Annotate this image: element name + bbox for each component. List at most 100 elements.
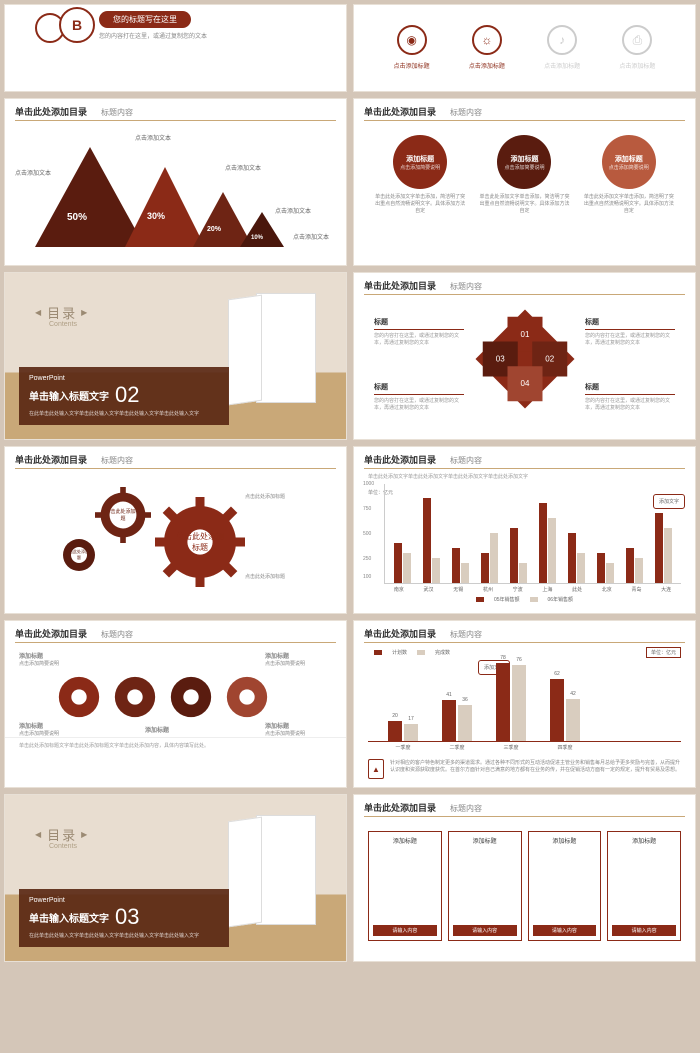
xlabel: 上海 [533, 586, 563, 593]
card-row: 添加标题请输入内容 添加标题请输入内容 添加标题请输入内容 添加标题请输入内容 [354, 821, 695, 951]
bars [385, 484, 681, 583]
bar-group [505, 528, 531, 583]
slide-3: 单击此处添加目录 标题内容 50% 30% 20% 10% 点击添加文本 点击添… [4, 98, 347, 266]
bar [490, 533, 498, 583]
bars: 2017413678766242 [368, 662, 681, 742]
legend: 05年销售额 06年销售额 [354, 596, 695, 603]
side-br: 标题您的内容打在这里，或通过复制您的文本，再通过复制您的文本 [585, 382, 675, 411]
circle-1: 添加标题点击添加简要说明 [393, 135, 447, 189]
slide-4: 单击此处添加目录 标题内容 添加标题点击添加简要说明 添加标题点击添加简要说明 … [353, 98, 696, 266]
diamond-wrap: 01 02 03 04 标题您的内容打在这里，或通过复制您的文本，再通过复制您的… [354, 299, 695, 419]
slide-header: 单击此处添加目录 标题内容 [5, 447, 346, 468]
side-bl: 标题您的内容打在这里，或通过复制您的文本，再通过复制您的文本 [374, 382, 464, 411]
slide-header: 单击此处添加目录 标题内容 [354, 273, 695, 294]
gear-icon [111, 673, 159, 721]
gear-canvas: 单击此处添加标题 单击此处添加标题 单击此处添加标题 点击此处添加标题 点击此处… [5, 473, 346, 603]
header-sub: 标题内容 [101, 455, 133, 466]
divider [364, 294, 685, 295]
bar [539, 503, 547, 583]
header-sub: 标题内容 [450, 281, 482, 292]
circle-icon-4: ⎙ [622, 25, 652, 55]
callout: 点击此处添加标题 [245, 573, 285, 580]
slide-1: B 您的标题写在这里 您的内容打在这里，或通过复制您的文本 [4, 4, 347, 92]
lbl: 点击添加文本 [225, 163, 261, 172]
toc-box: PowerPoint 单击输入标题文字03 在此单击此处输入文字单击此处输入文字… [19, 889, 229, 947]
xlabel: 此处 [562, 586, 592, 593]
bar-group [389, 543, 415, 583]
callout: 添加标题点击添加简要说明 [19, 651, 99, 667]
bar-group [564, 533, 590, 583]
bar-group [651, 513, 677, 583]
subtitle-text: 您的内容打在这里，或通过复制您的文本 [99, 31, 207, 40]
note-box: 添加文字 [653, 494, 685, 509]
label: 点击添加标题 [469, 61, 505, 70]
header-sub: 标题内容 [450, 107, 482, 118]
bar: 42 [566, 699, 580, 741]
bar-chart: 1000 750 500 250 100 添加文字 [384, 484, 681, 584]
header-title: 单击此处添加目录 [15, 453, 87, 466]
footer: ▲ 针对相应的客户特色制定更多的渠道需求。通过各种不同形式的互动活动促进主管业务… [368, 759, 681, 779]
callout: 添加标题点击添加简要说明 [265, 651, 345, 667]
desc: 单击此处添加文字单击添加，简洁明了突出重点自然流畅说明文字。具体添加方法自定 [478, 193, 572, 214]
header-sub: 标题内容 [101, 629, 133, 640]
header-sub: 标题内容 [450, 629, 482, 640]
swatch [374, 650, 382, 655]
door-icon [256, 815, 316, 925]
bar [461, 563, 469, 583]
pp-label: PowerPoint [29, 375, 219, 382]
xlabel: 四季度 [550, 744, 580, 751]
side-tl: 标题您的内容打在这里，或通过复制您的文本，再通过复制您的文本 [374, 317, 464, 346]
pct-20: 20% [207, 226, 221, 233]
toc-label: 目录 [35, 303, 89, 322]
card: 添加标题请输入内容 [528, 831, 602, 941]
ylabel: 100 [363, 574, 371, 580]
toc-box: PowerPoint 单击输入标题文字02 在此单击此处输入文字单击此处输入文字… [19, 367, 229, 425]
xlabel: 一季度 [388, 744, 418, 751]
toc-title: 单击输入标题文字 [29, 388, 109, 403]
toc-num: 02 [115, 382, 139, 408]
header-sub: 标题内容 [101, 107, 133, 118]
legend-2: 完成数 [435, 649, 450, 656]
bar [452, 548, 460, 583]
legend-1: 05年销售额 [494, 596, 520, 603]
callout: 添加标题点击添加简要说明 [19, 721, 99, 737]
bar [635, 558, 643, 583]
bar [548, 518, 556, 583]
divider [364, 642, 685, 643]
xlabel: 青岛 [622, 586, 652, 593]
bottom-text: 单击此处添加标题文字单击此处添加标题文字单击此处添加内容，具体内容填写此处。 [5, 737, 346, 753]
bar [655, 513, 663, 583]
bar [423, 498, 431, 583]
bar-group [534, 503, 560, 583]
pct-30: 30% [147, 211, 165, 221]
callout: 添加标题点击添加简要说明 [265, 721, 345, 737]
header-sub: 标题内容 [450, 455, 482, 466]
slide-header: 单击此处添加目录 标题内容 [5, 99, 346, 120]
label: 点击添加标题 [619, 61, 655, 70]
header-sub: 标题内容 [450, 803, 482, 814]
diamond: 01 02 03 04 [475, 310, 574, 409]
icon-labels: 点击添加标题 点击添加标题 点击添加标题 点击添加标题 [354, 55, 695, 76]
ylabel: 1000 [363, 481, 374, 487]
icon-row: ◉ ☼ ♪ ⎙ [354, 5, 695, 55]
toc-title: 单击输入标题文字 [29, 910, 109, 925]
bar-group: 6242 [550, 679, 580, 741]
chart-desc: 单击此处添加文字单击此处添加文字单击此处添加文字单击此处添加文字 [354, 473, 695, 480]
header-title: 单击此处添加目录 [364, 453, 436, 466]
gear-icon [55, 673, 103, 721]
circle-row: 添加标题点击添加简要说明 添加标题点击添加简要说明 添加标题点击添加简要说明 [354, 125, 695, 193]
bar [394, 543, 402, 583]
gear-mid-label: 单击此处添加标题 [105, 503, 141, 527]
title-pill: 您的标题写在这里 [99, 11, 191, 28]
slide-grid: B 您的标题写在这里 您的内容打在这里，或通过复制您的文本 ◉ ☼ ♪ ⎙ 点击… [4, 4, 696, 962]
slide-header: 单击此处添加目录 标题内容 [354, 99, 695, 120]
ylabel: 250 [363, 556, 371, 562]
x-labels: 一季度二季度三季度四季度 [368, 742, 681, 753]
desc-row: 单击此处添加文字单击添加，简洁明了突出重点自然流畅说明文字。具体添加方法自定 单… [354, 193, 695, 214]
pct-50: 50% [67, 212, 87, 223]
bar: 76 [512, 665, 526, 741]
bar: 20 [388, 721, 402, 741]
bar-group [622, 548, 648, 583]
toc-sub: Contents [49, 843, 77, 850]
divider [15, 468, 336, 469]
